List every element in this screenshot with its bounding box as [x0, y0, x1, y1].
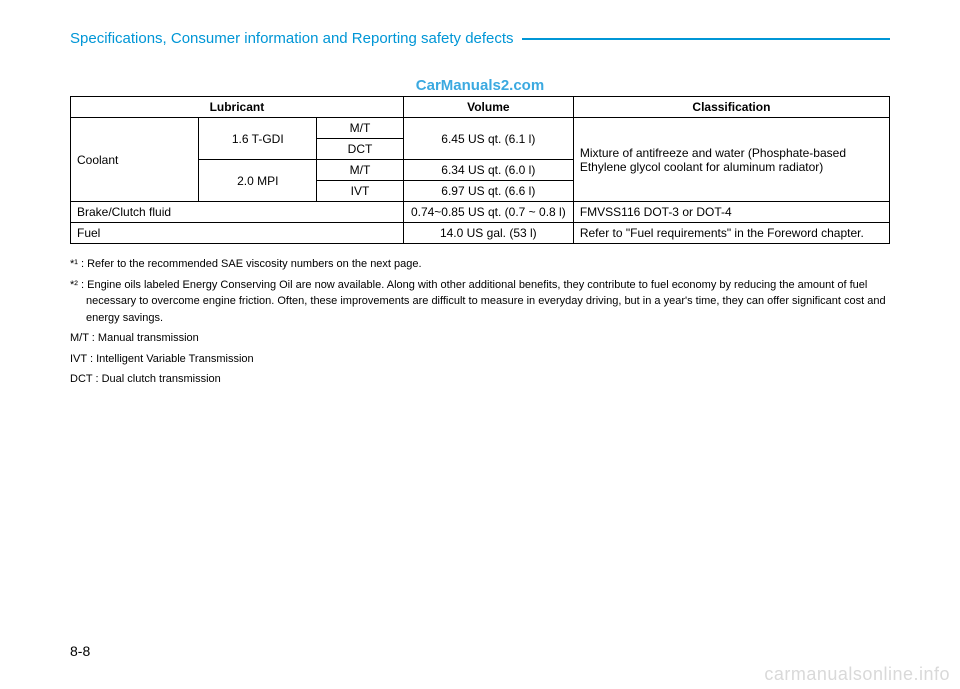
table-header-row: Lubricant Volume Classification	[71, 97, 890, 118]
table-row: Fuel 14.0 US gal. (53 l) Refer to "Fuel …	[71, 223, 890, 244]
cell-engine2: 2.0 MPI	[199, 160, 317, 202]
watermark-top: CarManuals2.com	[70, 77, 890, 94]
cell-coolant: Coolant	[71, 118, 199, 202]
cell-mt2: M/T	[317, 160, 404, 181]
cell-vol-697: 6.97 US qt. (6.6 l)	[403, 181, 573, 202]
th-lubricant: Lubricant	[71, 97, 404, 118]
table-row: Brake/Clutch fluid 0.74~0.85 US qt. (0.7…	[71, 202, 890, 223]
cell-mt1: M/T	[317, 118, 404, 139]
lubricant-table: Lubricant Volume Classification Coolant …	[70, 96, 890, 244]
cell-brake-class: FMVSS116 DOT-3 or DOT-4	[573, 202, 889, 223]
cell-vol-634: 6.34 US qt. (6.0 l)	[403, 160, 573, 181]
footnote-2: *² : Engine oils labeled Energy Conservi…	[70, 277, 890, 327]
cell-brake: Brake/Clutch fluid	[71, 202, 404, 223]
cell-coolant-class: Mixture of antifreeze and water (Phospha…	[573, 118, 889, 202]
cell-fuel-vol: 14.0 US gal. (53 l)	[403, 223, 573, 244]
cell-ivt: IVT	[317, 181, 404, 202]
cell-fuel: Fuel	[71, 223, 404, 244]
section-title: Specifications, Consumer information and…	[70, 30, 522, 47]
footnote-mt: M/T : Manual transmission	[70, 330, 890, 347]
table-row: Coolant 1.6 T-GDI M/T 6.45 US qt. (6.1 l…	[71, 118, 890, 139]
footnote-dct: DCT : Dual clutch transmission	[70, 371, 890, 388]
th-classification: Classification	[573, 97, 889, 118]
footnotes: *¹ : Refer to the recommended SAE viscos…	[70, 256, 890, 388]
th-volume: Volume	[403, 97, 573, 118]
watermark-bottom: carmanualsonline.info	[764, 664, 950, 685]
footnote-ivt: IVT : Intelligent Variable Transmission	[70, 351, 890, 368]
footnote-1: *¹ : Refer to the recommended SAE viscos…	[70, 256, 890, 273]
cell-dct: DCT	[317, 139, 404, 160]
cell-brake-vol: 0.74~0.85 US qt. (0.7 ~ 0.8 l)	[403, 202, 573, 223]
cell-vol-645: 6.45 US qt. (6.1 l)	[403, 118, 573, 160]
cell-fuel-class: Refer to "Fuel requirements" in the Fore…	[573, 223, 889, 244]
cell-engine1: 1.6 T-GDI	[199, 118, 317, 160]
section-header: Specifications, Consumer information and…	[70, 30, 890, 47]
page-number: 8-8	[70, 643, 90, 659]
section-rule	[522, 38, 890, 40]
